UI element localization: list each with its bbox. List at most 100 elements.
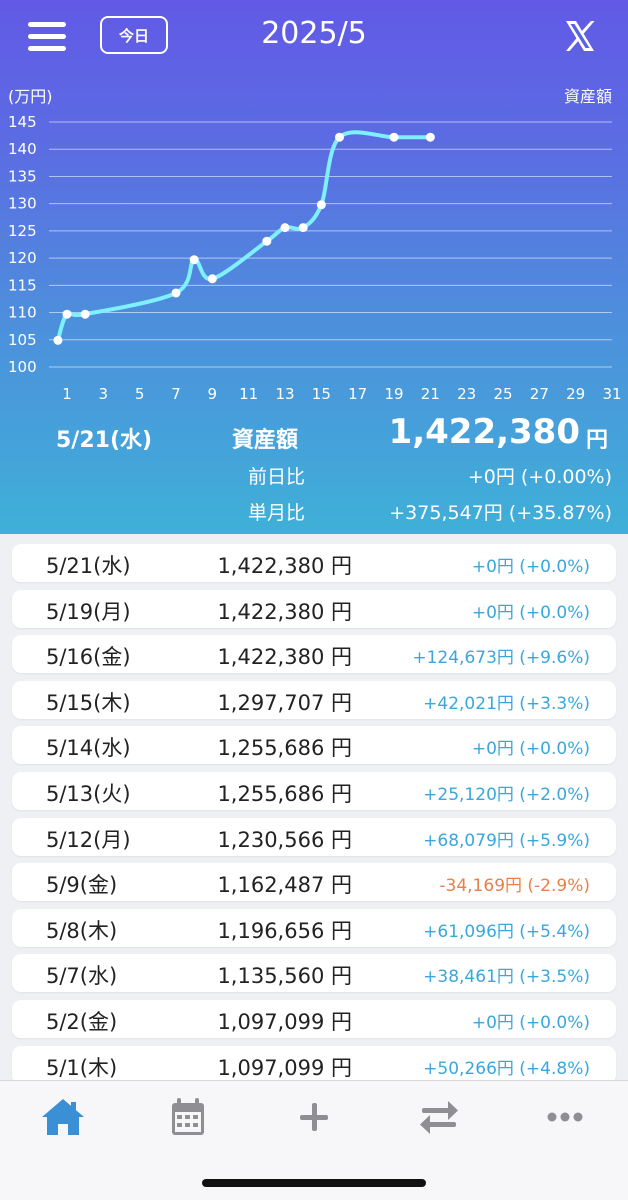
data-point (262, 236, 272, 246)
x-tick-label: 23 (457, 385, 476, 403)
today-button[interactable]: 今日 (100, 16, 168, 54)
list-item[interactable]: 5/7(水) 1,135,560 円 +38,461円 (+3.5%) (12, 954, 616, 993)
row-change: -34,169円 (-2.9%) (439, 876, 590, 897)
asset-series-line (55, 130, 433, 343)
list-item[interactable]: 5/2(金) 1,097,099 円 +0円 (+0.0%) (12, 1000, 616, 1038)
y-tick-label: 115 (8, 276, 37, 294)
y-tick-label: 130 (8, 195, 37, 213)
x-tick-label: 19 (384, 385, 403, 403)
row-date: 5/19(月) (46, 599, 131, 624)
daily-record-list[interactable]: 5/21(水) 1,422,380 円 +0円 (+0.0%) 5/19(月) 1,42… (0, 534, 628, 1080)
plus-icon[interactable] (289, 1095, 339, 1139)
data-point (425, 132, 435, 142)
row-change: +50,266円 (+4.8%) (423, 1058, 590, 1079)
row-date: 5/13(火) (46, 782, 131, 806)
x-tick-label: 29 (566, 385, 585, 403)
month-change-label: 単月比 (248, 502, 306, 524)
asset-chart: (万円) 資産額 100 105 110 115 120 125 130 135 140 145 1 3 5… (0, 80, 628, 410)
x-tick-label: 5 (135, 385, 145, 403)
y-tick-label: 120 (8, 249, 37, 267)
list-item[interactable]: 5/16(金) 1,422,380 円 +124,673円 (+9.6%) (12, 635, 616, 674)
bottom-tab-bar (0, 1080, 628, 1200)
data-point (316, 200, 326, 210)
y-tick-label: 145 (8, 113, 37, 131)
header-area: 今日 2025/5 (万円) 資産額 100 105 110 115 120 125 130 13… (0, 0, 628, 534)
prev-day-value: +0円 (+0.00%) (467, 466, 612, 488)
list-item[interactable]: 5/9(金) 1,162,487 円 -34,169円 (-2.9%) (12, 863, 616, 902)
x-tick-label: 27 (530, 385, 549, 403)
series-label: 資産額 (564, 87, 612, 106)
y-tick-label: 140 (8, 140, 37, 158)
y-tick-label: 125 (8, 222, 37, 240)
row-amount: 1,097,099 円 (217, 1055, 352, 1080)
more-icon[interactable] (540, 1095, 590, 1139)
row-date: 5/7(水) (46, 964, 118, 989)
row-amount: 1,422,380 円 (217, 554, 352, 578)
row-change: +61,096円 (+5.4%) (423, 921, 590, 942)
top-bar: 今日 2025/5 (0, 0, 628, 78)
calendar-icon[interactable] (163, 1095, 213, 1139)
row-date: 5/1(木) (46, 1055, 118, 1080)
row-amount: 1,230,566 円 (217, 827, 352, 852)
y-tick-label: 100 (8, 358, 37, 376)
row-amount: 1,097,099 円 (217, 1010, 352, 1034)
row-date: 5/9(金) (46, 873, 118, 898)
list-item[interactable]: 5/13(火) 1,255,686 円 +25,120円 (+2.0%) (12, 772, 616, 810)
list-item[interactable]: 5/19(月) 1,422,380 円 +0円 (+0.0%) (12, 589, 616, 628)
list-item[interactable]: 5/12(月) 1,230,566 円 +68,079円 (+5.9%) (12, 817, 616, 856)
month-change-value: +375,547円 (+35.87%) (389, 502, 612, 524)
row-change: +0円 (+0.0%) (471, 1013, 590, 1033)
row-amount: 1,297,707 円 (217, 690, 352, 715)
hamburger-menu-icon[interactable] (28, 22, 66, 52)
x-tick-label: 17 (348, 385, 367, 403)
row-amount: 1,255,686 円 (217, 736, 352, 761)
row-date: 5/14(水) (46, 736, 131, 761)
x-tick-label: 7 (171, 385, 181, 403)
x-logo-icon[interactable] (560, 16, 600, 56)
data-point (298, 223, 308, 233)
list-item[interactable]: 5/21(水) 1,422,380 円 +0円 (+0.0%) (12, 544, 616, 582)
row-amount: 1,135,560 円 (217, 964, 352, 989)
x-tick-label: 11 (239, 385, 258, 403)
data-point (335, 132, 344, 142)
row-amount: 1,255,686 円 (217, 782, 352, 806)
row-change: +38,461円 (+3.5%) (423, 967, 590, 988)
row-amount: 1,196,656 円 (217, 918, 352, 943)
x-tick-label: 31 (602, 385, 621, 403)
summary-label: 資産額 (232, 428, 299, 453)
data-point (80, 309, 90, 319)
x-tick-label: 15 (312, 385, 331, 403)
y-axis-unit-label: (万円) (8, 87, 53, 106)
summary-amount: 1,422,380 (388, 412, 580, 452)
home-indicator (202, 1179, 426, 1187)
x-tick-label: 9 (208, 385, 218, 403)
row-date: 5/2(金) (46, 1010, 118, 1034)
y-tick-label: 110 (8, 304, 37, 322)
x-tick-label: 25 (493, 385, 512, 403)
x-tick-label: 3 (99, 385, 109, 403)
summary-value: 1,422,380 (389, 412, 580, 452)
list-item[interactable]: 5/8(木) 1,196,656 円 +61,096円 (+5.4%) (12, 908, 616, 947)
row-amount: 1,422,380 円 (217, 599, 352, 624)
row-change: +0円 (+0.0%) (471, 557, 590, 577)
data-point (62, 309, 72, 319)
month-title: 2025/5 (261, 16, 367, 51)
data-point (171, 288, 181, 298)
data-point (53, 335, 63, 345)
summary-date: 5/21(水) (56, 428, 153, 453)
row-date: 5/8(木) (46, 918, 118, 943)
x-tick-label: 13 (275, 385, 294, 403)
row-date: 5/15(木) (46, 690, 131, 715)
transfer-icon[interactable] (414, 1095, 464, 1139)
prev-day-label: 前日比 (248, 466, 306, 488)
row-change: +124,673円 (+9.6%) (412, 648, 590, 669)
list-item[interactable]: 5/14(水) 1,255,686 円 +0円 (+0.0%) (12, 726, 616, 765)
home-icon[interactable] (38, 1095, 88, 1139)
list-item[interactable]: 5/15(木) 1,297,707 円 +42,021円 (+3.3%) (12, 680, 616, 719)
data-point (280, 223, 290, 233)
row-change: +0円 (+0.0%) (471, 739, 590, 760)
row-date: 5/12(月) (46, 827, 131, 852)
y-tick-label: 105 (8, 331, 37, 349)
list-item[interactable]: 5/1(木) 1,097,099 円 +50,266円 (+4.8%) (12, 1045, 616, 1080)
